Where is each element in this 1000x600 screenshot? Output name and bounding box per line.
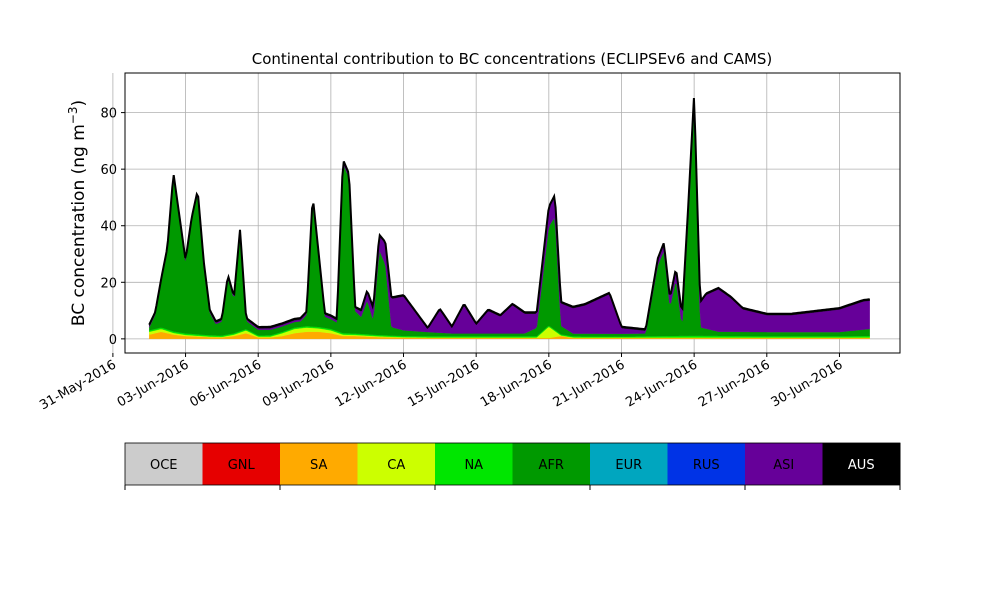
legend-swatch-eur	[590, 443, 668, 485]
legend-swatch-aus	[822, 443, 901, 485]
legend-frame	[124, 442, 901, 486]
stacked-areas	[149, 98, 870, 340]
legend-label-sa: SA	[310, 458, 327, 473]
legend-swatch-ca	[357, 443, 436, 485]
legend-label-rus: RUS	[693, 458, 720, 473]
legend-label-ca: CA	[387, 458, 405, 473]
y-tick-label: 40	[100, 220, 117, 235]
legend-swatch-gnl	[202, 443, 281, 485]
y-tick-label: 60	[100, 163, 117, 178]
legend-swatch-sa	[280, 443, 358, 485]
total-concentration-line	[148, 98, 870, 331]
legend-colorbar: OCE GNL SA CA NA AFR EUR RUS ASI AUS	[124, 442, 901, 490]
legend-swatch-oce	[125, 443, 203, 485]
legend-label-na: NA	[464, 458, 483, 473]
legend-label-aus: AUS	[848, 458, 875, 473]
y-tick-label: 0	[109, 333, 117, 348]
legend-label-afr: AFR	[539, 458, 564, 473]
chart-title: Continental contribution to BC concentra…	[252, 50, 773, 68]
y-tick-label: 20	[100, 276, 117, 291]
legend-label-asi: ASI	[773, 458, 794, 473]
y-tick-label: 80	[100, 107, 117, 122]
legend-swatch-na	[435, 443, 513, 485]
legend-label-eur: EUR	[615, 458, 642, 473]
legend-label-oce: OCE	[150, 458, 178, 473]
plot-frame	[124, 72, 901, 354]
legend-swatch-afr	[512, 443, 591, 485]
legend-label-gnl: GNL	[228, 458, 256, 473]
legend-swatch-asi	[745, 443, 823, 485]
legend-swatch-rus	[667, 443, 746, 485]
y-axis-ticks: 0 20 40 60 80	[100, 107, 125, 348]
y-axis-label: BC concentration (ng m−3)	[66, 100, 89, 326]
